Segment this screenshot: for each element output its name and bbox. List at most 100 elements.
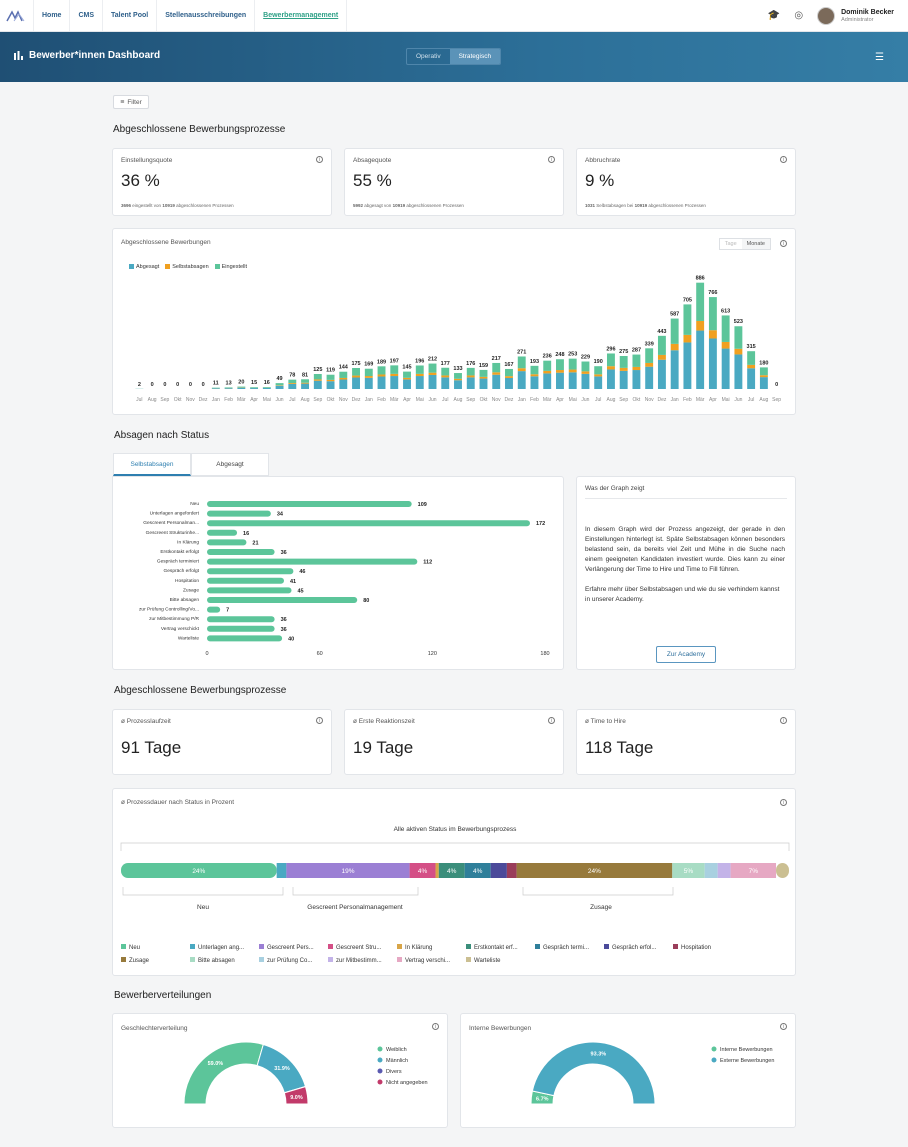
category-label: Zusage: [183, 587, 199, 593]
category-label: Unterlagen angefordert: [150, 511, 200, 517]
toggle-monate[interactable]: Monate: [741, 239, 770, 249]
status-segment: [121, 863, 277, 878]
settings-list-icon[interactable]: ☰: [875, 52, 884, 63]
bar-total-label: 193: [530, 359, 539, 365]
category-label: Gescreent Strukturinhe...: [146, 530, 199, 536]
bar-value-label: 36: [281, 550, 287, 556]
bar-segment: [250, 388, 259, 389]
legend-label: In Klärung: [405, 945, 432, 951]
support-icon[interactable]: ◎: [794, 10, 804, 21]
bar-segment: [734, 354, 743, 389]
stacked-bar-chart: 2 Jul 0 Aug 0 Sep 0 Okt 0 Nov 0 Dez 11 Jan 13 Feb 20 Mär 1…: [135, 276, 781, 403]
kpi-prozesslaufzeit: ø Prozesslaufzeit i 91 Tage: [112, 709, 332, 775]
info-icon[interactable]: i: [780, 717, 787, 724]
nav-home[interactable]: Home: [34, 0, 71, 31]
section-title-verteilungen: Bewerberverteilungen: [114, 990, 212, 1001]
bar-segment: [428, 363, 437, 373]
filter-label: Filter: [127, 98, 142, 106]
x-tick-label: 60: [317, 651, 323, 657]
academy-hat-icon[interactable]: 🎓: [767, 10, 781, 21]
bar-segment: [390, 365, 399, 374]
info-icon[interactable]: i: [780, 1023, 787, 1030]
tab-abgesagt[interactable]: Abgesagt: [191, 453, 269, 476]
bar-segment: [415, 365, 424, 374]
nav-bewerbermanagement[interactable]: Bewerbermanagement: [255, 0, 348, 31]
status-bar: [207, 549, 275, 555]
x-tick-label: Feb: [683, 397, 692, 403]
x-tick-label: Mai: [416, 397, 424, 403]
info-icon[interactable]: i: [316, 156, 323, 163]
bar-value-label: 45: [298, 588, 304, 594]
bar-segment: [657, 359, 666, 389]
info-icon[interactable]: i: [780, 799, 787, 806]
bar-segment: [619, 370, 628, 389]
status-bar: [207, 587, 292, 594]
x-tick-label: Jan: [212, 397, 220, 403]
legend-swatch: [397, 957, 402, 962]
info-icon[interactable]: i: [548, 717, 555, 724]
bar-value-label: 80: [363, 598, 369, 604]
bar-segment: [275, 383, 284, 386]
bar-total-label: 766: [708, 290, 717, 296]
legend-item[interactable]: Eingestellt: [214, 264, 247, 270]
legend-swatch: [466, 944, 471, 949]
toggle-operativ[interactable]: Operativ: [416, 53, 441, 60]
nav-cms[interactable]: CMS: [70, 0, 104, 31]
nav-talent-pool[interactable]: Talent Pool: [103, 0, 158, 31]
bar-segment: [288, 379, 297, 383]
category-label: Gespräch erfolgt: [164, 568, 200, 574]
bar-segment: [606, 369, 615, 389]
academy-button[interactable]: Zur Academy: [656, 646, 716, 663]
bracket-bottom: [292, 887, 419, 896]
bar-value-label: 109: [418, 502, 427, 508]
legend-item[interactable]: Selbstabsagen: [165, 264, 209, 270]
x-tick-label: Feb: [377, 397, 386, 403]
info-icon[interactable]: i: [548, 156, 555, 163]
page-title-group: Bewerber*innen Dashboard: [14, 50, 160, 61]
legend-swatch: [673, 944, 678, 949]
category-label: zur Prüfung Controlling/Vo...: [139, 607, 199, 613]
x-tick-label: Apr: [556, 397, 564, 403]
info-icon[interactable]: i: [432, 1023, 439, 1030]
bar-segment: [237, 387, 246, 389]
bar-segment: [530, 365, 539, 375]
bar-segment: [352, 375, 360, 378]
legend-label: Gespräch erfol...: [612, 945, 657, 951]
info-icon[interactable]: i: [316, 717, 323, 724]
info-icon[interactable]: i: [780, 156, 787, 163]
x-tick-label: Okt: [327, 397, 335, 403]
bar-segment: [505, 376, 513, 378]
x-tick-label: Feb: [530, 397, 539, 403]
legend-label: Weiblich: [386, 1047, 407, 1053]
nav-stellenausschreibungen[interactable]: Stellenausschreibungen: [157, 0, 256, 31]
company-logo[interactable]: [0, 0, 34, 31]
bar-segment: [632, 366, 641, 371]
info-title: Was der Graph zeigt: [585, 485, 645, 492]
internal-applications-card: Interne Bewerbungen 6.7% 93.3% Interne Bewe…: [460, 1013, 796, 1128]
bar-segment: [364, 368, 373, 377]
legend-item[interactable]: Abgesagt: [129, 264, 159, 270]
bar-total-label: 81: [302, 372, 308, 378]
bar-value-label: 16: [243, 531, 249, 537]
category-label: Hospitation: [175, 578, 199, 584]
segment-label: 4%: [447, 868, 457, 875]
bar-total-label: 523: [734, 319, 743, 325]
divider: [585, 498, 787, 499]
x-tick-label: Mär: [696, 397, 705, 403]
filter-button[interactable]: ≡ Filter: [113, 95, 149, 109]
bar-segment: [326, 381, 335, 389]
info-icon[interactable]: i: [780, 240, 787, 247]
bar-segment: [632, 370, 641, 389]
bar-segment: [734, 348, 743, 355]
toggle-strategisch[interactable]: Strategisch: [449, 49, 501, 64]
bar-total-label: 175: [351, 361, 360, 367]
bar-segment: [224, 387, 233, 389]
tab-selbstabsagen[interactable]: Selbstabsagen: [113, 453, 191, 476]
bar-segment: [415, 376, 424, 389]
x-tick-label: Nov: [645, 397, 654, 403]
user-menu[interactable]: Dominik Becker Administrator: [817, 6, 894, 25]
toggle-tage[interactable]: Tage: [724, 241, 737, 247]
legend-label: Unterlagen ang...: [198, 945, 244, 951]
user-role: Administrator: [841, 17, 874, 23]
kpi-label: Absagequote: [353, 157, 392, 164]
